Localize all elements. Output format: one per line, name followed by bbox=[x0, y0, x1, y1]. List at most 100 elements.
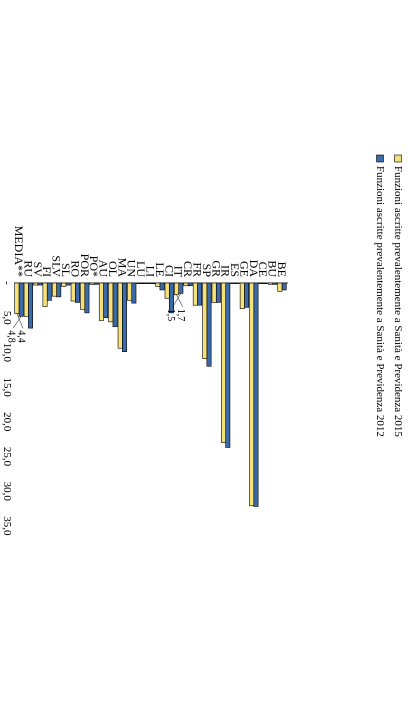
category-label: AU bbox=[97, 260, 111, 278]
bar-2015 bbox=[70, 282, 76, 302]
value-tick-label: 20,0 bbox=[1, 412, 13, 432]
category-label: MA bbox=[115, 258, 129, 278]
bar-2015 bbox=[42, 282, 48, 307]
leader-line bbox=[12, 316, 22, 329]
bar-2015 bbox=[155, 282, 161, 287]
bar-2012 bbox=[225, 282, 231, 448]
bar-2015 bbox=[14, 282, 20, 314]
category-label: RO bbox=[68, 260, 82, 277]
bar-2012 bbox=[122, 282, 127, 353]
category-label: FI bbox=[40, 266, 54, 277]
value-tick-label: 25,0 bbox=[1, 447, 13, 467]
bar-2015 bbox=[164, 282, 170, 299]
bar-2012 bbox=[103, 282, 109, 319]
legend-label-2015: Funzioni ascritte prevalentemente a Sani… bbox=[392, 166, 404, 437]
category-label: DA bbox=[247, 260, 261, 278]
category-label: GR bbox=[209, 260, 223, 277]
bar-2015 bbox=[51, 282, 57, 297]
bar-2012 bbox=[178, 282, 184, 294]
bar-2012 bbox=[197, 282, 203, 306]
bar-2012 bbox=[65, 282, 71, 286]
bar-2015 bbox=[239, 282, 245, 309]
value-tick-label: - bbox=[1, 281, 13, 285]
bar-2015 bbox=[136, 282, 142, 284]
value-tick-label: 10,0 bbox=[1, 343, 13, 363]
bar-2012 bbox=[131, 282, 137, 304]
category-label: FR bbox=[190, 262, 204, 277]
category-label: IR bbox=[219, 265, 233, 277]
category-label: UN bbox=[125, 260, 139, 278]
category-label: OL bbox=[106, 261, 120, 277]
category-label: GE bbox=[237, 261, 251, 277]
bar-2015 bbox=[61, 282, 67, 287]
bar-2012 bbox=[215, 282, 221, 303]
bar-2015 bbox=[98, 282, 104, 321]
bar-2012 bbox=[272, 282, 278, 285]
bar-2012 bbox=[206, 282, 212, 367]
legend-label-2012: Funzioni ascritte prevalentemente a Sani… bbox=[374, 166, 386, 437]
bar-2015 bbox=[258, 282, 264, 284]
legend: Funzioni ascritte prevalentemente a Sani… bbox=[374, 154, 404, 437]
bar-2012 bbox=[234, 282, 240, 284]
category-label: SLV bbox=[50, 255, 64, 277]
bar-2015 bbox=[145, 282, 151, 284]
bar-2015 bbox=[183, 282, 189, 287]
bar-2012 bbox=[75, 282, 80, 303]
leader-line bbox=[176, 294, 183, 307]
bar-2012 bbox=[93, 282, 99, 285]
bar-2015 bbox=[80, 282, 86, 310]
category-label: BU bbox=[266, 260, 280, 277]
category-label: PO* bbox=[87, 256, 101, 277]
bar-2015 bbox=[174, 282, 179, 296]
data-label-2012: 4,8 bbox=[6, 330, 17, 343]
bar-2015 bbox=[33, 282, 39, 286]
bar-2012 bbox=[244, 282, 250, 308]
bar-2015 bbox=[277, 282, 283, 292]
bar-2012 bbox=[37, 282, 43, 286]
bar-2012 bbox=[140, 282, 146, 284]
leader-line bbox=[16, 313, 24, 329]
bar-2012 bbox=[84, 282, 90, 314]
value-tick-label: 15,0 bbox=[1, 377, 13, 397]
bar-2015 bbox=[23, 282, 29, 317]
bar-2015 bbox=[202, 282, 208, 359]
category-label: LU bbox=[134, 261, 148, 277]
bar-2012 bbox=[262, 282, 268, 284]
bar-2012 bbox=[281, 282, 287, 291]
bar-2012 bbox=[112, 282, 118, 328]
bar-2015 bbox=[221, 282, 226, 443]
category-label: POR bbox=[78, 254, 92, 277]
bar-2015 bbox=[268, 282, 273, 285]
value-tick-label: 30,0 bbox=[1, 482, 13, 502]
value-tick-label: 5,0 bbox=[1, 311, 13, 325]
category-label: SP bbox=[200, 264, 214, 278]
bar-2012 bbox=[187, 282, 193, 287]
value-tick-label: 35,0 bbox=[1, 516, 13, 536]
bar-2015 bbox=[211, 282, 217, 303]
bar-2015 bbox=[127, 282, 133, 301]
category-label: ES bbox=[228, 263, 242, 277]
bar-2012 bbox=[253, 282, 259, 507]
legend-swatch-2015 bbox=[394, 154, 402, 163]
bar-2015 bbox=[117, 282, 123, 349]
category-label: SV bbox=[31, 262, 45, 278]
category-label: MEDIA** bbox=[12, 226, 26, 277]
category-label: RU bbox=[21, 260, 35, 277]
category-label: LE bbox=[153, 262, 167, 277]
category-label: CR bbox=[181, 261, 195, 277]
legend-swatch-2012 bbox=[376, 154, 384, 163]
bar-2012 bbox=[18, 282, 24, 317]
bar-2015 bbox=[192, 282, 198, 306]
leader-line bbox=[172, 293, 182, 307]
bar-2012 bbox=[159, 282, 165, 291]
bar-2015 bbox=[108, 282, 114, 323]
bar-2015 bbox=[230, 282, 236, 284]
plot-area: - 5,0 10,0 15,0 20,0 25,0 30,0 35,0 BEBUCEDAGEES… bbox=[1, 226, 289, 536]
data-label-2015: 4,4 bbox=[16, 330, 27, 343]
category-label: SL bbox=[59, 263, 73, 277]
bar-2012 bbox=[150, 282, 156, 284]
category-label: BE bbox=[275, 262, 289, 277]
data-label-2015: 1,7 bbox=[175, 309, 186, 322]
